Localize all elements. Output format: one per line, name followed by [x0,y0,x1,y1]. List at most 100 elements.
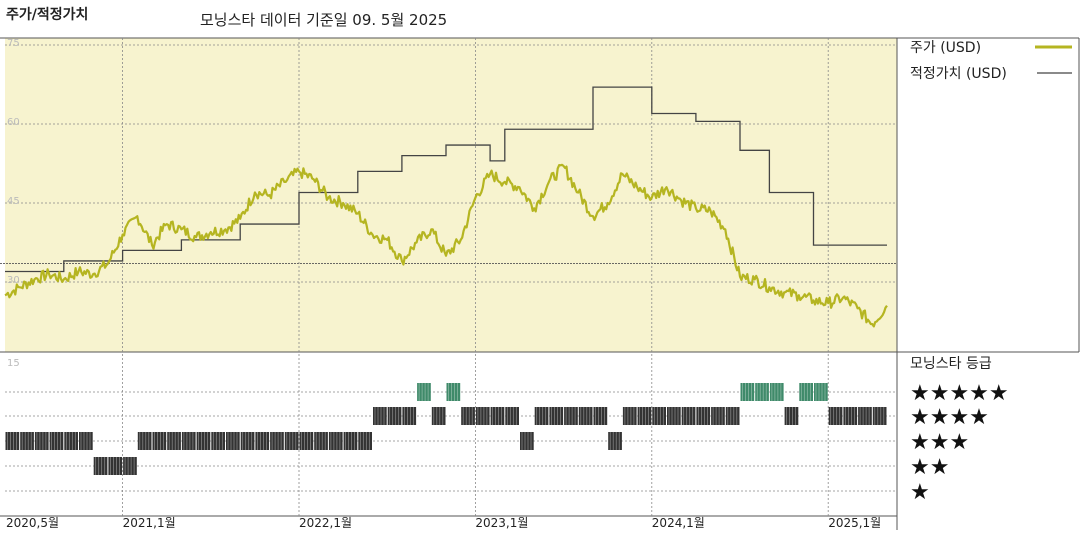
rating-bar-fill [681,407,696,425]
star-row-label: ★★★ [910,430,969,455]
rating-bar-fill [461,407,475,425]
rating-bar [108,457,123,475]
rating-bar [446,383,461,401]
rating-bar-fill [431,407,446,425]
rating-bar [696,407,711,425]
star-row-label: ★★★★★ [910,381,1009,406]
y-tick-label: 30 [7,275,20,286]
rating-bar [578,407,593,425]
rating-bar [872,407,887,425]
rating-bar [20,432,34,450]
rating-bar [123,457,137,475]
rating-bar-fill [622,407,637,425]
rating-bar-fill [167,432,181,450]
legend: 주가 (USD) 적정가치 (USD) 모닝스타 등급 [910,40,1072,372]
rating-bar-fill [137,432,152,450]
x-tick-label: 2024,1월 [652,516,705,530]
rating-bar [725,407,740,425]
rating-bar-fill [872,407,887,425]
rating-bar-fill [328,432,343,450]
rating-bar-fill [387,407,402,425]
rating-bar-fill [93,457,108,475]
rating-bar-fill [755,383,769,401]
rating-plot-area: 15 [5,358,897,492]
rating-bar [593,407,608,425]
rating-bar-fill [858,407,872,425]
rating-bar [417,383,431,401]
rating-bar [373,407,387,425]
price-plot-background [5,38,897,352]
rating-bar-fill [5,432,20,450]
rating-bar [534,407,549,425]
rating-bar [255,432,270,450]
rating-bar [196,432,211,450]
rating-bar-fill [711,407,725,425]
rating-bar-fill [152,432,167,450]
rating-bar-fill [740,383,755,401]
rating-bar [387,407,402,425]
rating-bar [167,432,181,450]
y-tick-label: 60 [7,117,20,128]
rating-bar-fill [549,407,564,425]
rating-bar-fill [373,407,387,425]
x-tick-label: 2023,1월 [475,516,528,530]
rating-bar-fill [814,383,828,401]
chart-title: 주가/적정가치 [6,7,89,23]
rating-bar-fill [49,432,64,450]
rating-bar [79,432,93,450]
rating-bar-fill [564,407,578,425]
rating-bar [858,407,872,425]
rating-bar [343,432,358,450]
rating-bar [240,432,255,450]
rating-bar [431,407,446,425]
rating-bar [520,432,534,450]
rating-bar [137,432,152,450]
rating-bar-fill [240,432,255,450]
star-rating-legend: ★★★★★★★★★★★★★★★ [910,381,1009,505]
rating-bar [814,383,828,401]
rating-bar [711,407,725,425]
rating-bar [769,383,784,401]
data-date-subtitle: 모닝스타 데이터 기준일 09. 5월 2025 [200,11,448,29]
y-tick-label: 15 [7,358,20,369]
rating-bar [490,407,505,425]
rating-bar [740,383,755,401]
rating-bar [64,432,78,450]
rating-bar-fill [417,383,431,401]
rating-bar [564,407,578,425]
legend-price-label: 주가 (USD) [910,40,981,56]
rating-bar [49,432,64,450]
price-plot-area: 75 60 45 30 [0,37,1080,530]
rating-bar-fill [314,432,328,450]
rating-bar-fill [226,432,240,450]
rating-bar [5,432,20,450]
rating-bar [843,407,858,425]
rating-bar [608,432,622,450]
rating-bar [799,383,813,401]
rating-bar-fill [784,407,799,425]
rating-bar [681,407,696,425]
rating-bar [475,407,490,425]
rating-bar-fill [667,407,681,425]
rating-bar-fill [181,432,196,450]
fair-value-series [5,86,887,273]
rating-bar [784,407,799,425]
rating-bar-fill [725,407,740,425]
rating-bar-fill [79,432,93,450]
rating-bar-fill [534,407,549,425]
rating-bar-fill [652,407,666,425]
rating-bar-fill [578,407,593,425]
rating-bar-fill [769,383,784,401]
x-tick-label: 2022,1월 [299,516,352,530]
rating-bar-fill [64,432,78,450]
rating-bar-fill [505,407,519,425]
rating-bar [652,407,666,425]
rating-bar [152,432,167,450]
rating-bar [299,432,314,450]
rating-bar-fill [475,407,490,425]
rating-bar [328,432,343,450]
y-tick-label: 45 [7,196,20,207]
rating-bar [314,432,328,450]
rating-bar [211,432,225,450]
y-tick-label: 75 [7,38,20,49]
